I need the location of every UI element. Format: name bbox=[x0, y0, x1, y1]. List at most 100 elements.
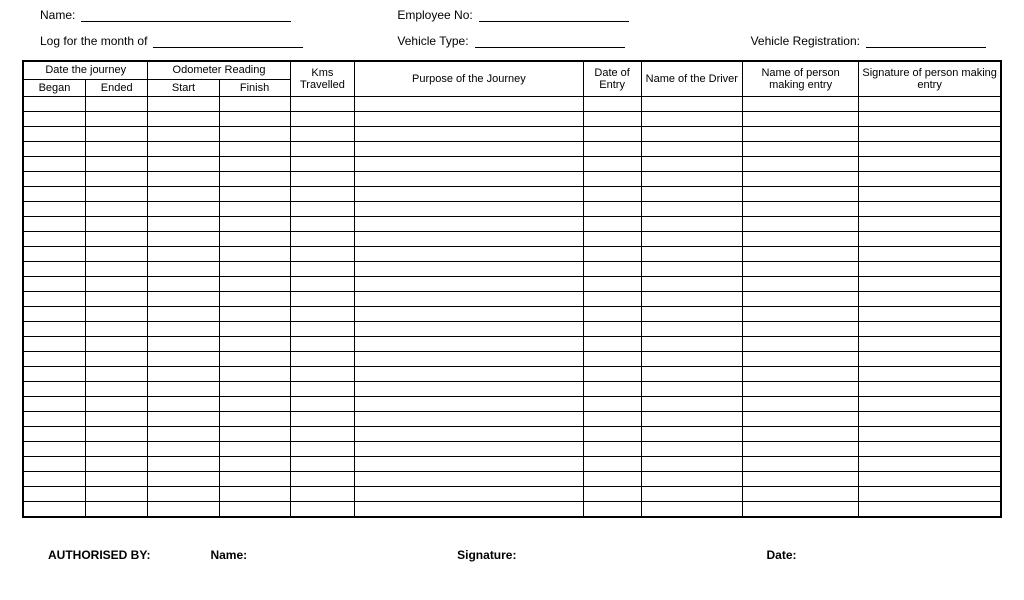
table-cell[interactable] bbox=[219, 427, 290, 442]
table-cell[interactable] bbox=[219, 202, 290, 217]
table-cell[interactable] bbox=[641, 322, 742, 337]
table-cell[interactable] bbox=[23, 127, 85, 142]
table-cell[interactable] bbox=[355, 442, 583, 457]
table-cell[interactable] bbox=[219, 157, 290, 172]
table-cell[interactable] bbox=[290, 352, 355, 367]
table-cell[interactable] bbox=[742, 472, 858, 487]
table-cell[interactable] bbox=[859, 112, 1001, 127]
table-cell[interactable] bbox=[148, 157, 219, 172]
table-cell[interactable] bbox=[85, 412, 147, 427]
table-cell[interactable] bbox=[355, 217, 583, 232]
table-cell[interactable] bbox=[742, 502, 858, 517]
table-cell[interactable] bbox=[859, 202, 1001, 217]
table-cell[interactable] bbox=[583, 397, 641, 412]
table-cell[interactable] bbox=[742, 97, 858, 112]
table-cell[interactable] bbox=[859, 382, 1001, 397]
table-cell[interactable] bbox=[148, 487, 219, 502]
table-cell[interactable] bbox=[148, 187, 219, 202]
table-cell[interactable] bbox=[355, 337, 583, 352]
table-cell[interactable] bbox=[290, 262, 355, 277]
table-cell[interactable] bbox=[583, 277, 641, 292]
table-cell[interactable] bbox=[641, 457, 742, 472]
table-cell[interactable] bbox=[583, 142, 641, 157]
table-cell[interactable] bbox=[219, 412, 290, 427]
table-cell[interactable] bbox=[219, 352, 290, 367]
table-cell[interactable] bbox=[148, 337, 219, 352]
table-cell[interactable] bbox=[641, 292, 742, 307]
table-cell[interactable] bbox=[290, 232, 355, 247]
table-cell[interactable] bbox=[742, 217, 858, 232]
table-cell[interactable] bbox=[355, 427, 583, 442]
table-cell[interactable] bbox=[641, 217, 742, 232]
table-cell[interactable] bbox=[859, 127, 1001, 142]
table-cell[interactable] bbox=[355, 487, 583, 502]
table-cell[interactable] bbox=[148, 502, 219, 517]
table-cell[interactable] bbox=[23, 97, 85, 112]
table-cell[interactable] bbox=[859, 412, 1001, 427]
table-cell[interactable] bbox=[148, 397, 219, 412]
table-cell[interactable] bbox=[23, 262, 85, 277]
table-cell[interactable] bbox=[641, 337, 742, 352]
table-cell[interactable] bbox=[742, 352, 858, 367]
table-cell[interactable] bbox=[355, 172, 583, 187]
table-cell[interactable] bbox=[859, 472, 1001, 487]
table-cell[interactable] bbox=[148, 97, 219, 112]
table-cell[interactable] bbox=[85, 247, 147, 262]
table-cell[interactable] bbox=[219, 472, 290, 487]
table-cell[interactable] bbox=[148, 382, 219, 397]
table-cell[interactable] bbox=[583, 367, 641, 382]
table-cell[interactable] bbox=[859, 442, 1001, 457]
table-cell[interactable] bbox=[85, 157, 147, 172]
table-cell[interactable] bbox=[23, 292, 85, 307]
table-cell[interactable] bbox=[148, 142, 219, 157]
table-cell[interactable] bbox=[742, 487, 858, 502]
table-cell[interactable] bbox=[23, 442, 85, 457]
table-cell[interactable] bbox=[641, 487, 742, 502]
table-cell[interactable] bbox=[641, 442, 742, 457]
table-cell[interactable] bbox=[290, 502, 355, 517]
table-cell[interactable] bbox=[23, 187, 85, 202]
table-cell[interactable] bbox=[742, 307, 858, 322]
table-cell[interactable] bbox=[219, 337, 290, 352]
vehicle-type-underline[interactable] bbox=[475, 34, 625, 48]
table-cell[interactable] bbox=[355, 307, 583, 322]
table-cell[interactable] bbox=[85, 337, 147, 352]
table-cell[interactable] bbox=[583, 292, 641, 307]
table-cell[interactable] bbox=[355, 142, 583, 157]
table-cell[interactable] bbox=[641, 127, 742, 142]
table-cell[interactable] bbox=[148, 217, 219, 232]
table-cell[interactable] bbox=[148, 427, 219, 442]
table-cell[interactable] bbox=[583, 262, 641, 277]
table-cell[interactable] bbox=[219, 322, 290, 337]
table-cell[interactable] bbox=[859, 352, 1001, 367]
table-cell[interactable] bbox=[742, 187, 858, 202]
table-cell[interactable] bbox=[290, 157, 355, 172]
table-cell[interactable] bbox=[23, 412, 85, 427]
table-cell[interactable] bbox=[641, 352, 742, 367]
table-cell[interactable] bbox=[641, 232, 742, 247]
table-cell[interactable] bbox=[859, 367, 1001, 382]
table-cell[interactable] bbox=[641, 262, 742, 277]
table-cell[interactable] bbox=[355, 352, 583, 367]
table-cell[interactable] bbox=[148, 112, 219, 127]
table-cell[interactable] bbox=[742, 232, 858, 247]
table-cell[interactable] bbox=[859, 157, 1001, 172]
table-cell[interactable] bbox=[219, 307, 290, 322]
table-cell[interactable] bbox=[148, 412, 219, 427]
table-cell[interactable] bbox=[219, 277, 290, 292]
table-cell[interactable] bbox=[85, 262, 147, 277]
table-cell[interactable] bbox=[23, 307, 85, 322]
table-cell[interactable] bbox=[219, 247, 290, 262]
table-cell[interactable] bbox=[583, 412, 641, 427]
table-cell[interactable] bbox=[641, 502, 742, 517]
table-cell[interactable] bbox=[23, 247, 85, 262]
table-cell[interactable] bbox=[583, 442, 641, 457]
table-cell[interactable] bbox=[290, 457, 355, 472]
table-cell[interactable] bbox=[85, 367, 147, 382]
table-cell[interactable] bbox=[859, 337, 1001, 352]
table-cell[interactable] bbox=[23, 217, 85, 232]
table-cell[interactable] bbox=[355, 502, 583, 517]
table-cell[interactable] bbox=[85, 382, 147, 397]
table-cell[interactable] bbox=[148, 202, 219, 217]
table-cell[interactable] bbox=[290, 307, 355, 322]
